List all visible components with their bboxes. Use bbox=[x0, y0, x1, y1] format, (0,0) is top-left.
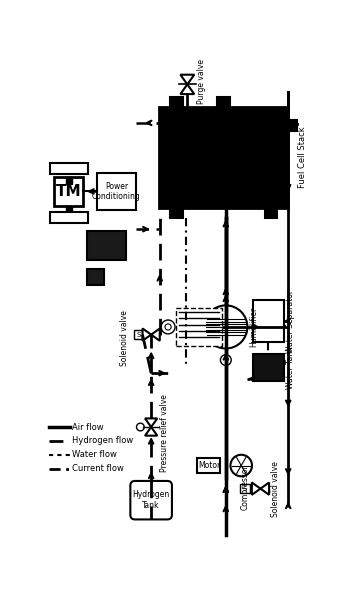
Bar bbox=[87, 269, 104, 285]
Circle shape bbox=[165, 324, 171, 330]
Text: TM: TM bbox=[56, 184, 82, 199]
Bar bbox=[159, 107, 288, 208]
Circle shape bbox=[220, 354, 231, 365]
Bar bbox=[239, 484, 250, 493]
Bar bbox=[50, 163, 88, 174]
Bar bbox=[134, 330, 144, 339]
Text: Hydrogen
Tank: Hydrogen Tank bbox=[132, 490, 170, 510]
Bar bbox=[54, 177, 83, 206]
Bar bbox=[66, 206, 72, 214]
Bar bbox=[253, 354, 284, 381]
Polygon shape bbox=[260, 483, 269, 495]
Text: Current flow: Current flow bbox=[72, 464, 124, 473]
Bar bbox=[87, 231, 126, 260]
Polygon shape bbox=[145, 427, 157, 436]
Bar bbox=[197, 458, 220, 473]
Bar bbox=[288, 120, 297, 131]
Bar bbox=[170, 208, 183, 219]
Text: S: S bbox=[243, 486, 247, 492]
Circle shape bbox=[161, 320, 175, 334]
Text: Solenoid valve: Solenoid valve bbox=[120, 311, 130, 367]
Bar bbox=[176, 308, 222, 346]
Text: Purge valve: Purge valve bbox=[197, 59, 206, 104]
Text: Hydrogen flow: Hydrogen flow bbox=[72, 436, 133, 446]
Text: Humidifier: Humidifier bbox=[250, 307, 259, 347]
Text: Solenoid valve: Solenoid valve bbox=[271, 461, 281, 517]
Text: Water flow: Water flow bbox=[72, 450, 117, 459]
Bar bbox=[253, 300, 284, 342]
Bar bbox=[217, 97, 230, 107]
Text: Motor: Motor bbox=[198, 461, 220, 470]
Polygon shape bbox=[180, 84, 194, 94]
Bar bbox=[66, 177, 72, 185]
Circle shape bbox=[137, 423, 144, 431]
Bar bbox=[265, 208, 277, 219]
Circle shape bbox=[231, 455, 252, 476]
Polygon shape bbox=[151, 328, 160, 341]
Text: S: S bbox=[137, 331, 141, 337]
Polygon shape bbox=[252, 483, 260, 495]
Text: Water Tank: Water Tank bbox=[286, 346, 295, 388]
Text: Compressor: Compressor bbox=[240, 464, 250, 510]
Polygon shape bbox=[145, 418, 157, 427]
Polygon shape bbox=[143, 328, 151, 341]
Polygon shape bbox=[180, 75, 194, 84]
Bar bbox=[170, 97, 183, 107]
Text: Fuel Cell Stack: Fuel Cell Stack bbox=[297, 127, 307, 188]
Text: Pressure relief valve: Pressure relief valve bbox=[161, 395, 169, 472]
Bar bbox=[97, 173, 136, 210]
FancyBboxPatch shape bbox=[130, 481, 172, 520]
Text: Power
Conditioning: Power Conditioning bbox=[92, 181, 141, 201]
Circle shape bbox=[204, 305, 247, 348]
Text: Air flow: Air flow bbox=[72, 422, 103, 432]
Text: Water Separator: Water Separator bbox=[286, 290, 295, 353]
Bar bbox=[50, 212, 88, 223]
